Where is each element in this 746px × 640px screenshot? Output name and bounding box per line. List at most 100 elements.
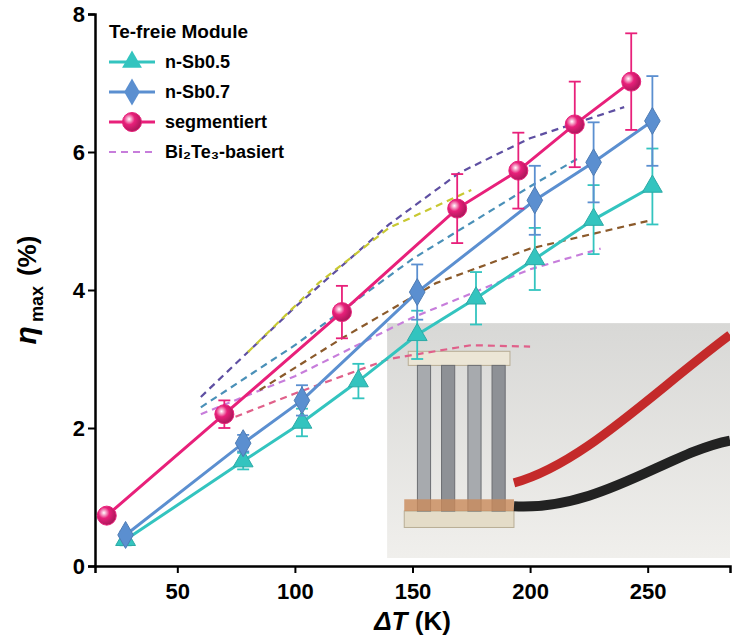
error-cap xyxy=(451,173,463,175)
marker xyxy=(645,107,661,134)
tick-mark xyxy=(88,14,95,16)
inset-photo xyxy=(387,323,730,558)
error-cap xyxy=(625,32,637,34)
error-cap xyxy=(569,81,581,83)
series xyxy=(260,221,648,390)
tick-mark xyxy=(88,152,95,154)
legend-entry: segmentiert xyxy=(109,112,267,132)
marker xyxy=(215,405,234,424)
error-cap xyxy=(569,166,581,168)
error-cap xyxy=(646,224,658,226)
marker xyxy=(584,208,604,225)
error-cap xyxy=(625,129,637,131)
legend-entry: Bi₂Te₃-basiert xyxy=(109,142,284,162)
y-axis-symbol: η xyxy=(9,326,42,344)
tick: 100 xyxy=(277,566,314,604)
error-cap xyxy=(296,435,308,437)
tick-label: 0 xyxy=(73,554,85,579)
error-cap xyxy=(352,397,364,399)
legend-label: Bi₂Te₃-basiert xyxy=(165,142,284,162)
series xyxy=(248,190,471,352)
series xyxy=(118,76,660,548)
series xyxy=(97,33,640,525)
tick-label: 2 xyxy=(73,416,85,441)
series-line xyxy=(107,82,631,516)
error-cap xyxy=(411,319,423,321)
marker xyxy=(118,521,134,548)
error-cap xyxy=(646,165,658,167)
series-line xyxy=(126,121,653,535)
marker xyxy=(586,149,602,176)
tick-label: 8 xyxy=(73,2,85,27)
y-axis-subscript: max xyxy=(27,286,47,322)
tick-mark xyxy=(88,566,95,568)
marker xyxy=(97,506,116,525)
x-axis-title: ΔT (K) xyxy=(373,606,451,636)
marker xyxy=(332,303,351,322)
tick: 8 xyxy=(73,2,95,27)
tick-mark xyxy=(412,566,414,573)
photo-background xyxy=(387,323,730,558)
marker xyxy=(407,323,427,340)
tick-label: 50 xyxy=(166,579,190,604)
marker xyxy=(509,161,528,180)
photo-base-plate xyxy=(404,511,514,527)
photo-wire-red xyxy=(514,335,730,483)
tick: 4 xyxy=(73,278,95,303)
legend-marker xyxy=(124,79,140,106)
error-cap xyxy=(336,337,348,339)
legend-label: n-Sb0.5 xyxy=(165,52,230,72)
x-axis: 50100150200250 xyxy=(96,566,731,604)
series-line xyxy=(248,190,471,352)
photo-leg xyxy=(442,365,455,511)
legend-title: Te-freie Module xyxy=(109,21,248,42)
error-cap xyxy=(411,358,423,360)
legend-entry: n-Sb0.7 xyxy=(109,79,230,106)
x-axis-symbol: ΔT xyxy=(373,606,409,636)
legend-label: n-Sb0.7 xyxy=(165,82,230,102)
marker xyxy=(622,72,641,91)
marker xyxy=(527,187,543,214)
axis-line xyxy=(96,567,731,574)
photo-wire-black xyxy=(514,441,730,507)
tick: 0 xyxy=(73,554,95,579)
tick: 200 xyxy=(512,566,549,604)
error-cap xyxy=(529,165,541,167)
tick-label: 100 xyxy=(277,579,314,604)
tick-mark xyxy=(294,566,296,573)
marker xyxy=(466,287,486,304)
x-axis-unit: (K) xyxy=(408,606,451,636)
tick-mark xyxy=(88,290,95,292)
error-cap xyxy=(588,201,600,203)
tick-mark xyxy=(88,428,95,430)
tick: 2 xyxy=(73,416,95,441)
error-cap xyxy=(237,468,249,470)
error-cap xyxy=(352,363,364,365)
plot-area xyxy=(97,33,662,548)
error-cap xyxy=(512,132,524,134)
y-axis: 0 2 4 6 8 xyxy=(73,2,96,579)
series-line xyxy=(126,187,653,540)
tick: 6 xyxy=(73,140,95,165)
series xyxy=(201,159,577,407)
photo-leg xyxy=(417,365,430,511)
tick-mark xyxy=(530,566,532,573)
tick: 250 xyxy=(630,566,667,604)
tick-mark xyxy=(177,566,179,573)
legend-line xyxy=(109,151,155,153)
marker xyxy=(349,370,369,387)
marker xyxy=(294,387,310,414)
legend-marker xyxy=(123,113,142,132)
error-cap xyxy=(588,121,600,123)
error-cap xyxy=(529,234,541,236)
error-cap xyxy=(411,264,423,266)
marker xyxy=(235,430,251,457)
error-cap xyxy=(646,75,658,77)
legend-label: segmentiert xyxy=(165,112,267,132)
error-cap xyxy=(588,253,600,255)
legend-marker xyxy=(122,51,142,68)
series-line xyxy=(224,345,530,421)
marker xyxy=(525,248,545,265)
marker xyxy=(565,115,584,134)
marker xyxy=(642,175,662,192)
